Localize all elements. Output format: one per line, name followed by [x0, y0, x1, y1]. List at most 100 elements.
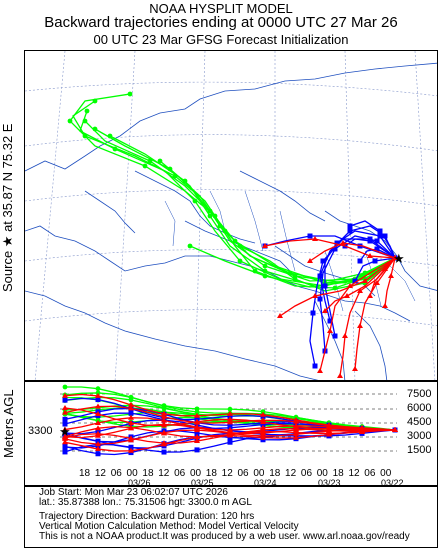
blue-trajectory-line	[309, 238, 396, 367]
trajectory-marker	[112, 146, 118, 152]
green-trajectory-line	[189, 245, 396, 288]
trajectory-marker	[277, 313, 283, 318]
trajectory-marker	[372, 258, 378, 264]
trajectory-marker	[317, 368, 323, 373]
trajectory-marker	[194, 427, 200, 433]
trajectory-marker	[367, 238, 373, 244]
height-label-1500: 1500	[407, 444, 432, 456]
trajectory-marker	[260, 419, 266, 425]
trajectory-marker	[194, 412, 200, 418]
trajectory-marker	[327, 318, 333, 324]
start-star-icon: ★	[59, 425, 71, 440]
time-tick-label: 06	[364, 468, 376, 479]
trajectory-marker	[374, 280, 380, 285]
trajectory-marker	[92, 126, 98, 132]
trajectory-marker	[332, 333, 338, 339]
trajectory-marker	[262, 263, 268, 269]
trajectory-marker	[194, 438, 200, 444]
green-trajectory-line	[84, 120, 396, 282]
model-title: NOAA HYSPLIT MODEL	[149, 1, 293, 16]
trajectory-map: ★	[24, 50, 438, 381]
trajectory-marker	[62, 392, 68, 398]
job-info-panel: Job Start: Mon Mar 23 06:02:07 UTC 2026 …	[24, 486, 438, 548]
red-trajectory-line	[319, 257, 396, 372]
trajectory-marker	[62, 433, 68, 439]
time-tick-label: 06	[300, 468, 313, 479]
red-trajectory-line	[339, 257, 396, 377]
trajectory-marker	[128, 424, 134, 430]
trajectory-marker	[62, 416, 68, 422]
time-tick-label: 06	[237, 468, 249, 479]
trajectory-marker	[293, 429, 299, 435]
trajectory-marker	[227, 422, 233, 428]
trajectory-marker	[227, 413, 233, 419]
trajectory-marker	[367, 253, 373, 258]
trajectory-marker	[194, 418, 200, 424]
blue-trajectory-line	[319, 235, 396, 352]
trajectory-marker	[62, 405, 68, 411]
trajectory-marker	[332, 246, 338, 252]
trajectory-marker	[357, 288, 363, 293]
trajectory-marker	[161, 449, 167, 455]
trajectory-marker	[157, 158, 163, 164]
trajectory-marker	[95, 430, 101, 436]
trajectory-marker	[374, 246, 380, 252]
time-tick-label: 00	[126, 468, 138, 479]
time-tick-label: 00	[253, 468, 265, 479]
disclaimer: This is not a NOAA product.It was produc…	[39, 531, 410, 542]
date-label: 03/22	[381, 478, 404, 488]
trajectory-marker	[382, 303, 388, 308]
trajectory-marker	[194, 447, 200, 453]
trajectory-marker	[62, 449, 68, 455]
red-trajectory-line	[369, 257, 396, 297]
trajectory-marker	[95, 446, 101, 452]
trajectory-marker	[62, 397, 68, 403]
height-label-3000: 3000	[407, 430, 432, 442]
trajectory-marker	[62, 384, 68, 390]
time-tick-label: 18	[79, 468, 91, 479]
trajectory-marker	[312, 293, 318, 298]
red-trajectory-line	[354, 257, 396, 370]
green-trajectory-line	[239, 245, 396, 292]
meters-agl-label: Meters AGL	[1, 389, 16, 458]
blue-trajectory-line	[354, 257, 396, 282]
time-tick-label: 12	[348, 468, 360, 479]
trajectory-marker	[237, 243, 243, 249]
map-canvas: ★	[25, 51, 437, 380]
trajectory-marker	[161, 422, 167, 428]
time-tick-label: 18	[205, 468, 217, 479]
trajectory-marker	[62, 439, 68, 445]
trajectory-marker	[347, 228, 353, 234]
trajectory-marker	[187, 243, 193, 249]
trajectory-marker	[326, 427, 332, 433]
height-label-6000: 6000	[407, 402, 432, 414]
trajectory-marker	[107, 133, 113, 139]
trajectory-marker	[307, 258, 313, 263]
time-tick-label: 18	[332, 468, 344, 479]
trajectory-marker	[62, 421, 68, 427]
time-tick-label: 06	[110, 468, 122, 479]
trajectory-marker	[262, 268, 268, 274]
trajectory-marker	[67, 118, 73, 124]
trajectory-marker	[337, 373, 343, 378]
trajectory-marker	[192, 198, 198, 204]
trajectory-marker	[128, 447, 134, 453]
trajectory-marker	[312, 363, 318, 369]
trajectory-marker	[128, 405, 134, 411]
vertical-profile: ★	[24, 381, 438, 486]
time-tick-label: 00	[380, 468, 392, 479]
trajectory-marker	[142, 163, 148, 169]
blue-trajectories	[262, 220, 398, 369]
time-tick-label: 00	[189, 468, 202, 479]
trajectory-marker	[92, 98, 98, 104]
vertical-profile-canvas: ★	[59, 384, 398, 457]
green-trajectory-line	[69, 93, 396, 289]
trajectory-marker	[367, 293, 373, 298]
trajectory-marker	[310, 310, 316, 316]
time-tick-label: 12	[221, 468, 233, 479]
trajectory-marker	[260, 426, 266, 432]
trajectory-marker	[357, 258, 363, 264]
time-tick-label: 00	[316, 468, 328, 479]
trajectory-marker	[207, 213, 213, 219]
trajectory-marker	[317, 296, 323, 302]
